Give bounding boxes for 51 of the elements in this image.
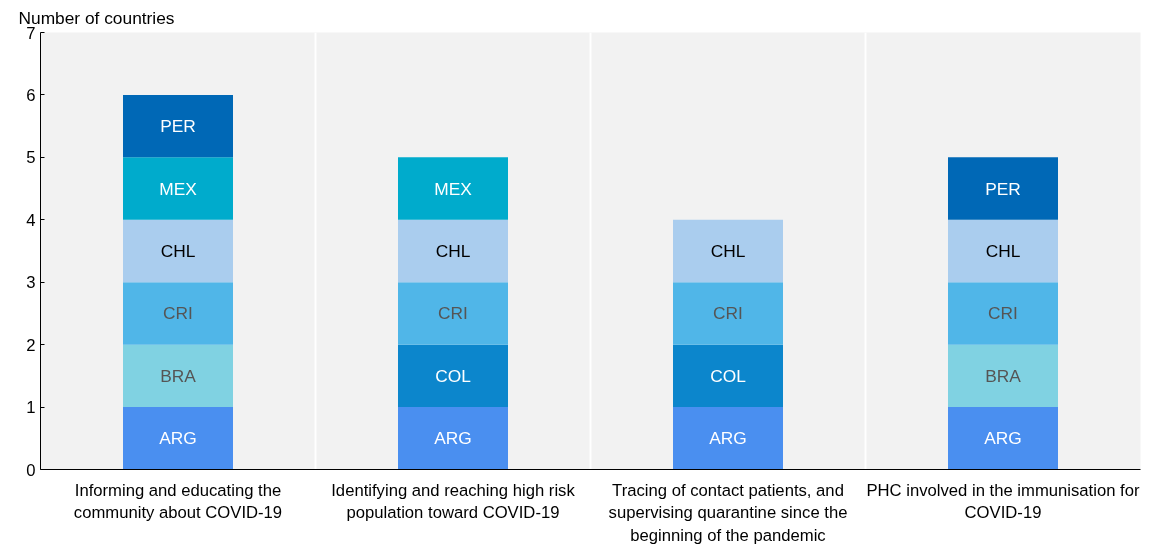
bar: [948, 344, 1058, 408]
text: MEX: [434, 178, 472, 199]
text: CHL: [435, 241, 471, 261]
text: BRA: [985, 365, 1021, 386]
y-tick-label: 4: [26, 210, 36, 230]
y-tick-label: 0: [26, 460, 36, 480]
bar: [948, 219, 1058, 283]
bar: [123, 94, 233, 158]
text: COL: [710, 365, 746, 386]
text: ARG: [709, 428, 747, 449]
text: ARG: [984, 428, 1022, 449]
x-tick-label: Identifying and reaching high risk population toward COVID-19: [331, 480, 576, 523]
bar: [398, 344, 508, 408]
text: PER: [160, 116, 196, 137]
x-tick-label: Tracing of contact patients, and supervising quarantine since the beginning of the pandemic: [608, 480, 848, 546]
x-tick-label: PHC involved in the immunisation for COVID-19: [866, 480, 1140, 523]
series-label: COL: [435, 365, 472, 386]
bar: [123, 219, 233, 283]
bar: [673, 282, 783, 345]
bar: [123, 407, 233, 470]
bar: [948, 157, 1058, 220]
text: CRI: [713, 303, 743, 324]
bar: [673, 407, 783, 470]
bar: [123, 344, 233, 408]
bar: [398, 219, 508, 283]
series-label: PER: [985, 178, 1021, 199]
bar: [948, 282, 1058, 345]
text: CHL: [710, 241, 746, 261]
bar: [398, 407, 508, 470]
series-label: ARG: [159, 428, 197, 449]
series-label: MEX: [159, 178, 198, 199]
y-tick-label: 5: [26, 148, 36, 168]
bar: [948, 407, 1058, 470]
x-tick-label: Informing and educating the community about COVID-19: [73, 480, 283, 523]
series-label: CHL: [160, 241, 196, 261]
series-label: BRA: [160, 365, 197, 386]
y-tick-label: 2: [26, 335, 36, 355]
series-label: CRI: [163, 303, 193, 324]
text: CRI: [438, 303, 468, 324]
y-tick-label: 6: [26, 85, 36, 105]
bar: [123, 282, 233, 345]
bar: [123, 157, 233, 220]
bar: [673, 219, 783, 283]
y-tick-label: 1: [26, 398, 36, 418]
bar: [398, 157, 508, 220]
bar: [673, 344, 783, 408]
text: CRI: [988, 303, 1018, 324]
text: ARG: [434, 428, 472, 449]
y-tick-label: 3: [26, 273, 36, 293]
text: CHL: [985, 241, 1021, 261]
bar: [398, 282, 508, 345]
